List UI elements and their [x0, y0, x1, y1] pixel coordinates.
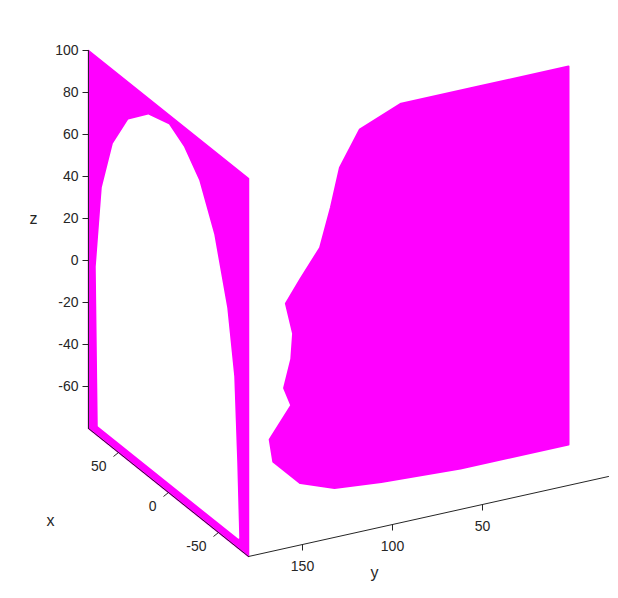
svg-text:-50: -50 [186, 538, 206, 554]
svg-text:100: 100 [381, 538, 405, 554]
svg-text:y: y [371, 564, 379, 581]
svg-text:50: 50 [91, 458, 107, 474]
svg-text:150: 150 [291, 558, 315, 574]
svg-text:60: 60 [63, 126, 79, 142]
svg-text:-20: -20 [58, 294, 78, 310]
svg-text:-60: -60 [58, 378, 78, 394]
svg-text:50: 50 [475, 518, 491, 534]
svg-text:x: x [47, 512, 55, 529]
svg-text:20: 20 [63, 210, 79, 226]
svg-text:0: 0 [71, 252, 79, 268]
svg-text:z: z [30, 210, 38, 227]
svg-text:-40: -40 [58, 336, 78, 352]
svg-text:80: 80 [63, 84, 79, 100]
svg-text:100: 100 [55, 42, 79, 58]
svg-text:0: 0 [149, 498, 157, 514]
svg-text:40: 40 [63, 168, 79, 184]
